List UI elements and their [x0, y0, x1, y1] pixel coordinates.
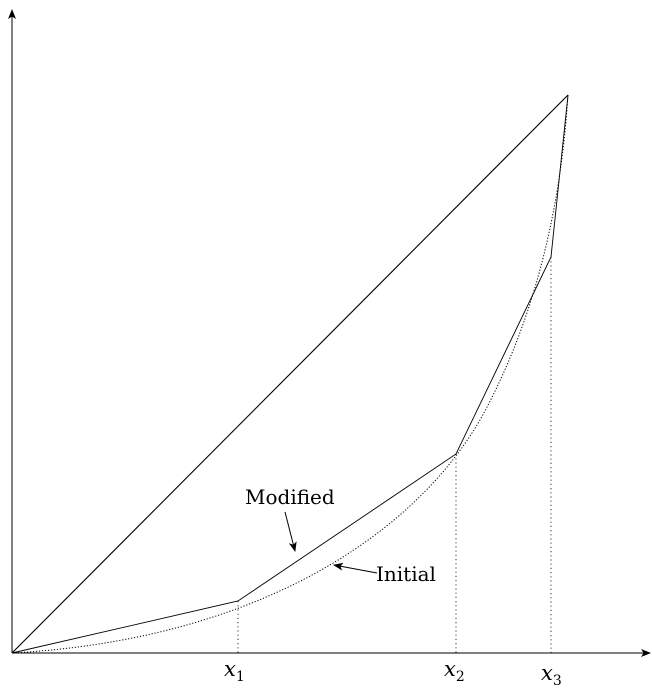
initial-curve: [11, 94, 569, 654]
arrow-modified: [284, 511, 297, 552]
tick-x2: x2: [444, 657, 465, 685]
tick-x1: x1: [224, 657, 245, 685]
arrow-initial: [333, 562, 378, 574]
label-initial: Initial: [376, 562, 436, 586]
diagonal-line: [11, 94, 569, 654]
tick-x3: x3: [541, 661, 562, 688]
label-modified: Modified: [245, 485, 335, 509]
